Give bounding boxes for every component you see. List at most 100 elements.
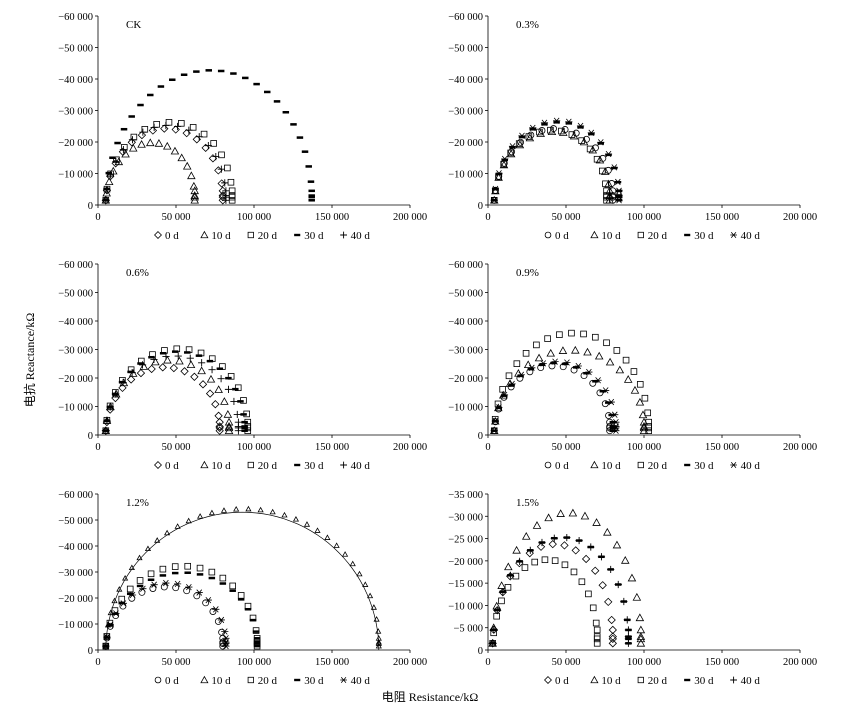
data-point xyxy=(253,642,261,645)
y-tick-label: −30 000 xyxy=(448,512,483,523)
x-tick-label: 200 000 xyxy=(393,657,427,668)
chart-panel-5: 0 −10 000 −20 000 −30 000 −40 000 −50 000 −60 … xyxy=(58,490,427,687)
data-point xyxy=(588,145,598,154)
data-point xyxy=(217,616,225,624)
data-point xyxy=(610,164,618,171)
data-point xyxy=(583,371,590,375)
data-point xyxy=(221,179,229,187)
data-point xyxy=(128,143,138,152)
x-tick-label: 0 xyxy=(95,657,100,668)
legend-item: 0 d xyxy=(544,230,569,242)
x-axis-label: 电阻 Resistance/kΩ xyxy=(381,690,479,704)
legend-marker xyxy=(294,463,301,467)
x-tick-label: 200 000 xyxy=(783,212,817,223)
data-point xyxy=(218,191,227,200)
data-point xyxy=(150,581,158,588)
data-point xyxy=(241,420,248,424)
series-0-d xyxy=(490,362,614,435)
data-point xyxy=(118,383,127,393)
x-tick-label: 50 000 xyxy=(552,442,581,453)
data-point xyxy=(588,132,595,136)
data-point xyxy=(198,359,206,367)
data-point xyxy=(121,149,130,158)
y-tick-label: −30 000 xyxy=(58,568,93,579)
data-point xyxy=(585,368,593,376)
data-point xyxy=(504,562,513,571)
data-point xyxy=(273,100,281,103)
y-tick-label: −30 000 xyxy=(58,107,93,118)
legend-label: 20 d xyxy=(648,230,668,242)
data-point xyxy=(536,128,543,136)
legend-label: 40 d xyxy=(741,675,761,687)
legend-marker xyxy=(590,230,599,239)
data-point xyxy=(614,178,622,186)
data-point xyxy=(214,385,223,393)
data-point xyxy=(517,138,525,146)
data-point xyxy=(587,543,595,551)
data-point xyxy=(102,642,110,650)
data-point xyxy=(205,69,212,72)
data-point xyxy=(627,573,637,582)
data-point xyxy=(173,580,182,588)
data-point xyxy=(575,536,583,545)
data-point xyxy=(544,513,553,522)
data-point xyxy=(190,195,199,204)
data-point xyxy=(128,564,135,571)
data-point xyxy=(604,150,613,158)
data-point xyxy=(217,69,225,73)
x-tick-label: 200 000 xyxy=(393,442,427,453)
legend-marker xyxy=(294,233,301,237)
data-point xyxy=(282,110,290,114)
data-point xyxy=(509,146,516,149)
legend-item: 40 d xyxy=(730,460,760,472)
x-tick-label: 100 000 xyxy=(627,442,661,453)
data-point xyxy=(490,427,498,434)
data-point xyxy=(495,170,503,177)
data-point xyxy=(636,638,646,647)
data-point xyxy=(162,352,170,361)
data-point xyxy=(206,374,216,383)
data-point xyxy=(608,639,617,648)
data-point xyxy=(116,586,123,592)
data-point xyxy=(594,377,602,384)
x-tick-label: 50 000 xyxy=(162,442,191,453)
data-point xyxy=(349,560,356,567)
data-point xyxy=(217,179,226,188)
data-point xyxy=(526,546,534,554)
data-point xyxy=(102,188,111,197)
data-point xyxy=(602,387,610,394)
data-point xyxy=(196,573,204,576)
data-point xyxy=(375,635,382,641)
data-point xyxy=(623,375,633,383)
legend-marker xyxy=(340,461,347,469)
data-point xyxy=(126,375,136,384)
data-point xyxy=(182,161,192,170)
data-point xyxy=(512,545,521,554)
data-point xyxy=(208,366,216,374)
legend-marker xyxy=(730,232,737,238)
data-point xyxy=(195,354,203,357)
data-point xyxy=(534,353,544,362)
legend-label: 0 d xyxy=(555,460,569,472)
data-point xyxy=(200,130,208,138)
data-point xyxy=(106,403,114,411)
legend-label: 40 d xyxy=(741,230,761,242)
data-point xyxy=(579,137,589,146)
data-point xyxy=(580,511,590,520)
y-tick-label: −40 000 xyxy=(448,317,483,328)
chart-panel-1: 0 −10 000 −20 000 −30 000 −40 000 −50 000 −60 … xyxy=(58,12,427,242)
data-point xyxy=(174,523,181,529)
data-point xyxy=(214,411,223,420)
data-point xyxy=(126,585,134,593)
data-point xyxy=(603,527,612,536)
data-point xyxy=(119,145,127,154)
data-point xyxy=(620,597,628,606)
data-point xyxy=(495,404,503,411)
data-point xyxy=(375,628,382,634)
data-point xyxy=(540,119,549,126)
y-tick-label: −30 000 xyxy=(58,346,93,357)
data-point xyxy=(174,352,182,360)
legend-item: 40 d xyxy=(340,230,370,242)
data-point xyxy=(508,148,516,156)
